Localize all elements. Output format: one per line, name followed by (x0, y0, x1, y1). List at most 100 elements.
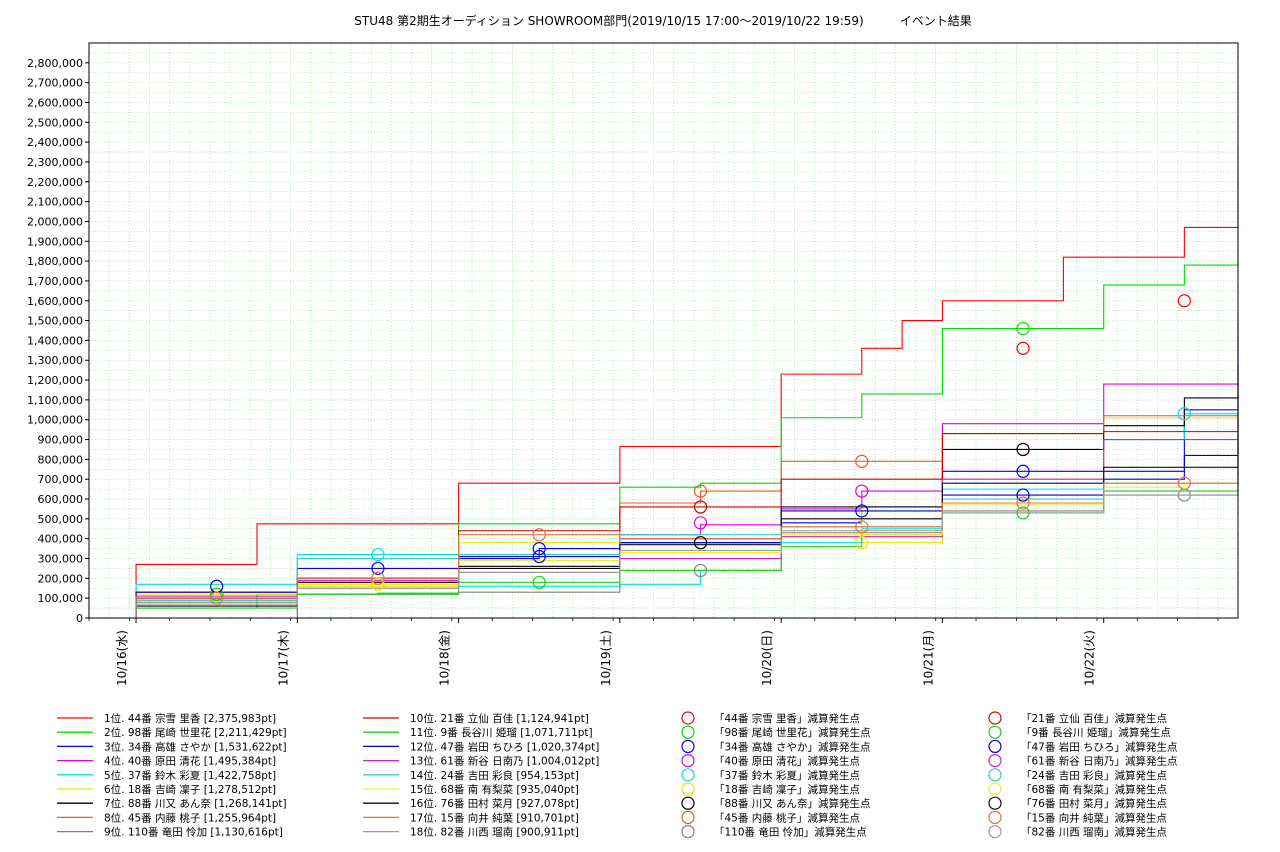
y-tick-label: 300,000 (38, 553, 84, 566)
series-line (89, 321, 1239, 619)
y-tick-label: 100,000 (38, 592, 84, 605)
legend-label: 13位. 61番 新谷 日南乃 [1,004,012pt] (410, 755, 599, 768)
x-tick-label: 10/19(土) (599, 630, 613, 686)
reduction-marker (693, 500, 708, 514)
legend-label: 2位. 98番 尾崎 世里花 [2,211,429pt] (104, 726, 287, 739)
legend-marker-label: 「110番 竜田 怜加」減算発生点 (714, 826, 867, 839)
y-tick-label: 600,000 (38, 493, 84, 506)
reduction-marker (1177, 407, 1191, 421)
legend-marker (681, 810, 695, 825)
chart-title: STU48 第2期生オーディション SHOWROOM部門(2019/10/15 … (354, 13, 971, 28)
legend-marker-label: 「68番 南 有梨菜」減算発生点 (1021, 783, 1167, 796)
legend-marker (681, 824, 695, 839)
plot-frame (88, 42, 1239, 619)
reduction-marker (1016, 506, 1030, 520)
legend-label: 18位. 82番 川西 瑠南 [900,911pt] (410, 826, 579, 839)
legend-marker-label: 「61番 新谷 日南乃」減算発生点 (1021, 755, 1178, 768)
legend-marker (988, 739, 1002, 754)
reduction-marker (1016, 496, 1030, 510)
legend-marker (988, 824, 1002, 839)
legend-marker (988, 725, 1002, 739)
legend-marker-label: 「37番 鈴木 彩夏」減算発生点 (714, 769, 860, 782)
reduction-marker (1016, 341, 1030, 355)
reduction-marker (693, 484, 708, 498)
series-line (89, 432, 1239, 619)
legend-marker-label: 「15番 向井 純葉」減算発生点 (1021, 811, 1167, 824)
y-tick-label: 900,000 (38, 434, 84, 447)
y-tick-label: 2,300,000 (27, 156, 83, 169)
legend-marker (681, 768, 695, 782)
legend-marker-label: 「21番 立仙 百佳」減算発生点 (1021, 712, 1167, 725)
y-tick-label: 1,200,000 (27, 374, 83, 387)
legend-marker (681, 796, 695, 810)
y-tick-label: 2,400,000 (27, 136, 83, 149)
reduction-marker (371, 547, 385, 562)
legend-marker (681, 782, 695, 796)
legend-label: 12位. 47番 岩田 ちひろ [1,020,374pt] (410, 740, 599, 753)
y-tick-label: 1,600,000 (27, 295, 83, 308)
y-tick-label: 1,900,000 (27, 235, 83, 248)
series-line (89, 434, 1239, 619)
series-line (89, 364, 1239, 619)
reduction-marker (210, 591, 224, 605)
reduction-marker (210, 587, 224, 601)
y-tick-label: 1,700,000 (27, 275, 83, 288)
legend-marker (681, 711, 695, 725)
reduction-marker (1016, 321, 1030, 336)
reduction-marker (1177, 488, 1191, 502)
reduction-marker (371, 577, 385, 591)
series-line (89, 314, 1239, 619)
reduction-marker (1016, 488, 1030, 502)
legend-marker (988, 711, 1002, 725)
x-tick-label: 10/20(日) (760, 630, 774, 686)
reduction-marker (532, 528, 546, 542)
legend-label: 10位. 21番 立仙 百佳 [1,124,941pt] (410, 712, 589, 725)
legend-label: 3位. 34番 高雄 さやか [1,531,622pt] (104, 740, 287, 753)
series-line (89, 179, 1239, 619)
reduction-marker (532, 575, 546, 589)
legend-label: 4位. 40番 原田 清花 [1,495,384pt] (104, 755, 276, 768)
y-tick-label: 2,100,000 (27, 196, 83, 209)
legend-marker-label: 「24番 吉田 彩良」減算発生点 (1021, 769, 1167, 782)
y-tick-label: 400,000 (38, 533, 84, 546)
series-line (89, 146, 1239, 619)
legend-label: 15位. 68番 南 有梨菜 [935,040pt] (410, 783, 579, 796)
reduction-marker (1016, 464, 1030, 478)
legend-marker-label: 「9番 長谷川 姫瑠」減算発生点 (1021, 726, 1171, 739)
series-line (89, 368, 1239, 619)
reduction-marker (855, 454, 869, 468)
series-line (89, 437, 1239, 619)
series-lines (89, 146, 1239, 619)
series-line (89, 405, 1239, 619)
reduction-marker (693, 563, 708, 578)
reduction-markers (210, 294, 1191, 605)
y-tick-label: 1,500,000 (27, 315, 83, 328)
series-line (89, 335, 1239, 619)
legend-label: 5位. 37番 鈴木 彩夏 [1,422,758pt] (104, 769, 276, 782)
legend-marker-label: 「40番 原田 清花」減算発生点 (714, 755, 860, 768)
legend-label: 7位. 88番 川又 あん奈 [1,268,141pt] (104, 797, 287, 810)
y-tick-label: 2,700,000 (27, 77, 83, 90)
reduction-marker (532, 549, 546, 564)
legend-marker-label: 「76番 田村 菜月」減算発生点 (1021, 797, 1167, 810)
legend-marker-label: 「82番 川西 瑠南」減算発生点 (1021, 826, 1167, 839)
y-tick-label: 1,400,000 (27, 334, 83, 347)
legend-marker-label: 「34番 高雄 さやか」減算発生点 (714, 740, 871, 753)
legend-marker (681, 739, 695, 754)
legend-marker (988, 810, 1002, 825)
legend-marker (988, 753, 1002, 768)
x-tick-label: 10/17(木) (276, 630, 290, 686)
y-axis: 0 100,000 200,000 300,000 400,000 500,000 600,… (27, 57, 89, 625)
x-tick-label: 10/18(金) (437, 630, 452, 686)
legend-label: 6位. 18番 吉崎 凜子 [1,278,512pt] (104, 783, 276, 796)
legend-marker-label: 「47番 岩田 ちひろ」減算発生点 (1021, 740, 1178, 753)
legend-label: 9位. 110番 竜田 怜加 [1,130,616pt] (104, 826, 283, 839)
reduction-marker (693, 516, 708, 530)
legend-marker-label: 「98番 尾崎 世里花」減算発生点 (714, 726, 871, 739)
legend-marker-label: 「44番 宗雪 里香」減算発生点 (714, 712, 860, 725)
y-tick-label: 1,800,000 (27, 255, 83, 268)
reduction-marker (855, 536, 869, 550)
y-tick-label: 800,000 (38, 453, 84, 466)
series-line (89, 366, 1239, 619)
